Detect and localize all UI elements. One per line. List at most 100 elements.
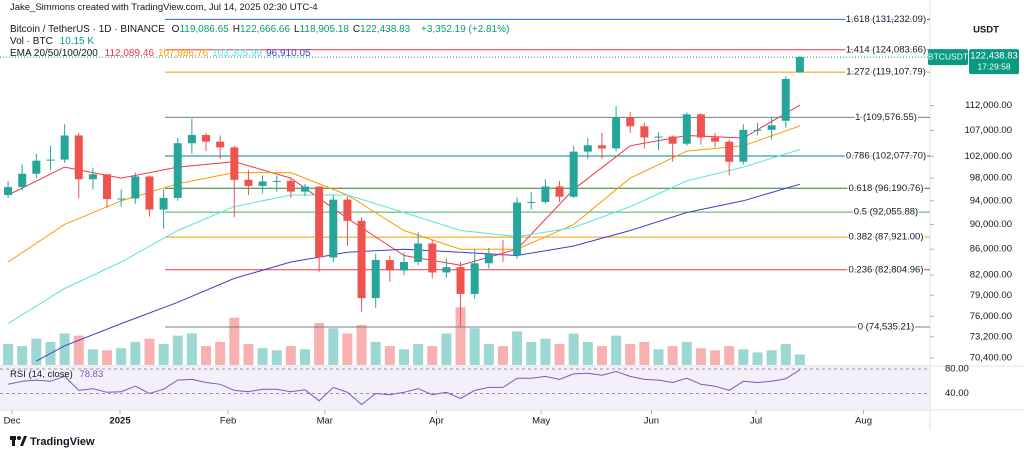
rsi-tick-label: 40.00 — [945, 388, 969, 399]
volume-bar — [158, 344, 169, 365]
candle-body — [272, 180, 281, 182]
y-tick-label: 73,200.00 — [970, 331, 1012, 342]
volume-bar — [285, 346, 296, 365]
candle-body — [216, 141, 225, 148]
candle-body — [442, 267, 451, 273]
volume-bar — [328, 328, 339, 365]
fib-label: 0.618 (96,190.76) — [848, 183, 923, 194]
ema-line — [7, 125, 801, 263]
x-tick-label: Jun — [644, 416, 659, 427]
volume-bar — [695, 348, 706, 365]
countdown: 17:29:58 — [977, 61, 1010, 71]
y-tick-label: 102,000.00 — [964, 151, 1012, 162]
volume-bar — [483, 344, 494, 365]
ema-label: EMA 20/50/100/200 — [10, 48, 98, 59]
volume-bar — [3, 344, 14, 365]
candle-body — [555, 186, 564, 197]
fib-label: 1.618 (131,232.09) — [846, 14, 926, 25]
logo-icon — [10, 436, 27, 446]
volume-bar — [611, 335, 622, 365]
y-tick-label: 112,000.00 — [965, 100, 1012, 111]
candle-body — [541, 186, 550, 202]
x-tick-label: May — [532, 416, 550, 427]
x-tick-label: Dec — [4, 416, 21, 427]
candle-body — [654, 136, 663, 138]
volume-bar — [356, 325, 367, 365]
candle-body — [103, 174, 112, 200]
candle-body — [399, 261, 408, 271]
volume-bar — [201, 346, 212, 365]
ohlc-key: H — [232, 24, 240, 35]
volume-bar — [73, 335, 84, 365]
volume-bar — [31, 338, 42, 365]
fib-label: 0 (74,535.21) — [858, 321, 915, 332]
volume-bar — [257, 348, 268, 365]
rsi-value: 78.83 — [79, 369, 104, 380]
candle-body — [767, 125, 776, 130]
volume-bar — [427, 346, 438, 365]
volume-bar — [568, 333, 579, 365]
y-tick-label: 90,000.00 — [970, 219, 1012, 230]
candle-body — [371, 260, 380, 299]
symbol-badge-text: BTCUSDT — [928, 51, 968, 61]
volume-bar — [681, 341, 692, 365]
volume-bar — [59, 333, 70, 365]
currency: USDT — [973, 25, 999, 36]
candle-body — [173, 143, 182, 198]
candle-body — [244, 179, 253, 186]
volume-bar — [271, 350, 282, 365]
candle-body — [725, 141, 734, 162]
candle-body — [18, 173, 27, 188]
volume-bar — [794, 354, 805, 365]
volume-bar — [766, 350, 777, 365]
candle-body — [315, 186, 324, 258]
volume-bar — [667, 346, 678, 365]
candle-body — [159, 197, 168, 210]
candle-body — [456, 267, 465, 294]
volume-bar — [116, 348, 127, 365]
fib-label: 0.5 (92,055.88) — [854, 207, 918, 218]
brand: TradingView — [30, 436, 95, 448]
ema-value: 112,089.46 — [104, 48, 154, 59]
ohlc-value: 118,905.18 — [299, 24, 349, 35]
ohlc-key: C — [352, 24, 361, 35]
candle-body — [343, 199, 352, 221]
candle-body — [583, 145, 592, 152]
candle-body — [428, 243, 437, 273]
symbol-badge — [928, 49, 968, 66]
candle-body — [301, 186, 310, 192]
rsi-label: RSI (14, close) — [10, 369, 73, 380]
rsi-line — [7, 369, 801, 406]
x-tick-label: Mar — [317, 416, 333, 427]
ema-value: 107,886.76 — [157, 48, 209, 59]
ema-line — [7, 104, 801, 266]
volume-bar — [314, 323, 325, 365]
candle-body — [46, 159, 55, 161]
x-tick-label: 2025 — [109, 416, 131, 427]
fib-label: 0.786 (102,077.70) — [846, 150, 926, 161]
candle-body — [527, 201, 536, 203]
volume-bar — [413, 344, 424, 365]
ohlc-value: 122,438.83 — [360, 24, 411, 35]
candle-body — [74, 135, 83, 180]
volume-bar — [582, 341, 593, 365]
candle-body — [668, 136, 677, 144]
candle-body — [753, 129, 762, 131]
volume-bar — [780, 344, 791, 365]
y-tick-label: 76,000.00 — [970, 311, 1012, 322]
volume-bar — [554, 344, 565, 365]
volume-bar — [384, 346, 395, 365]
y-tick-label: 107,000.00 — [964, 125, 1012, 136]
x-tick-label: Jul — [750, 416, 762, 427]
volume-bar — [540, 338, 551, 365]
y-tick-label: 79,000.00 — [970, 290, 1012, 301]
candle-body — [781, 78, 790, 121]
candle-body — [739, 129, 748, 162]
volume-bar — [17, 346, 28, 365]
ema-value: 96,910.05 — [266, 48, 311, 59]
candle-body — [385, 260, 394, 271]
price-badge — [969, 49, 1019, 75]
ohlc-value: 122,666.66 — [239, 24, 291, 35]
